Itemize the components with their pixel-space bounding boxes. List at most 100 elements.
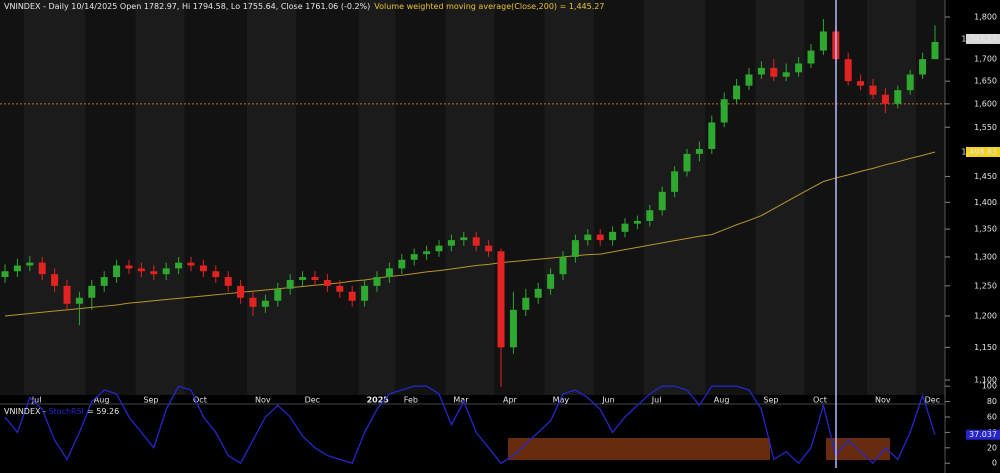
candle-body bbox=[584, 234, 592, 241]
candle-body bbox=[162, 268, 170, 275]
x-tick-label: Feb bbox=[404, 396, 418, 405]
candle-body bbox=[286, 279, 294, 289]
y-tick-label: 80 bbox=[987, 397, 997, 406]
indicator-header: VNINDEX - StochRSI = 59.26 bbox=[4, 407, 119, 416]
x-tick-label: Dec bbox=[925, 396, 940, 405]
candle-body bbox=[435, 245, 443, 252]
candle-body bbox=[807, 50, 815, 64]
candle-body bbox=[695, 148, 703, 154]
month-band bbox=[296, 0, 359, 395]
x-tick-label: Dec bbox=[305, 396, 320, 405]
y-tick-label: 60 bbox=[987, 412, 997, 421]
price-marker-label: 1,747.17 bbox=[961, 34, 997, 43]
price-header: VNINDEX - Daily 10/14/2025 Open 1782.97,… bbox=[4, 2, 370, 11]
month-band bbox=[358, 0, 396, 395]
candle-body bbox=[261, 300, 269, 307]
x-tick-label: Mar bbox=[453, 396, 469, 405]
y-tick-label: 1,450 bbox=[974, 172, 997, 181]
vwma-legend: Volume weighted moving average(Close,200… bbox=[374, 2, 604, 11]
candle-body bbox=[447, 240, 455, 246]
x-tick-label: 2025 bbox=[367, 396, 390, 405]
candle-body bbox=[906, 74, 914, 91]
candle-body bbox=[460, 237, 468, 241]
x-tick-label: Sep bbox=[763, 396, 778, 405]
x-tick-label: Oct bbox=[193, 396, 207, 405]
month-band bbox=[23, 0, 86, 395]
x-tick-label: Sep bbox=[143, 396, 158, 405]
month-band bbox=[866, 0, 917, 395]
candle-body bbox=[931, 42, 939, 60]
candle-body bbox=[13, 265, 21, 272]
candle-body bbox=[708, 122, 716, 149]
y-tick-label: 100 bbox=[982, 382, 997, 391]
candle-body bbox=[75, 297, 83, 304]
candle-body bbox=[212, 271, 220, 278]
month-band bbox=[594, 0, 644, 395]
candle-body bbox=[733, 85, 741, 100]
candle-body bbox=[88, 285, 96, 298]
candle-body bbox=[38, 262, 46, 275]
y-tick-label: 1,250 bbox=[974, 281, 997, 290]
candle-body bbox=[671, 171, 679, 192]
x-tick-label: Apr bbox=[503, 396, 518, 405]
candle-body bbox=[299, 277, 307, 280]
candle-body bbox=[869, 85, 877, 95]
plot: Jul Aug Sep Oct Nov Dec 2025 Feb Mar Apr May Jun Jul… bbox=[0, 13, 1000, 468]
price-marker bbox=[966, 147, 1000, 158]
candle-body bbox=[249, 297, 257, 307]
indicator-name: StochRSI bbox=[48, 407, 84, 416]
candle-body bbox=[795, 63, 803, 73]
candle-body bbox=[745, 74, 753, 86]
candle-body bbox=[819, 31, 827, 51]
candle-body bbox=[509, 309, 517, 348]
month-band bbox=[135, 0, 185, 395]
candle-body bbox=[1, 271, 9, 278]
candle-body bbox=[385, 268, 393, 278]
candle-body bbox=[646, 210, 654, 221]
candle-body bbox=[881, 94, 889, 104]
candle-body bbox=[63, 285, 71, 304]
x-tick-label: Jul bbox=[31, 396, 42, 405]
month-band bbox=[643, 0, 706, 395]
candle-body bbox=[423, 251, 431, 255]
indicator-marker-label: 37.037 bbox=[969, 430, 997, 439]
candle-body bbox=[100, 277, 108, 286]
y-tick-label: 1,550 bbox=[974, 123, 997, 132]
x-tick-label: Nov bbox=[255, 396, 271, 405]
candle-body bbox=[857, 81, 865, 86]
price-marker bbox=[966, 33, 1000, 44]
y-tick-label: 1,650 bbox=[974, 77, 997, 86]
candle-body bbox=[844, 59, 852, 82]
month-band bbox=[85, 0, 136, 395]
header: VNINDEX - Daily 10/14/2025 Open 1782.97,… bbox=[4, 2, 604, 11]
indicator-line bbox=[4, 385, 936, 465]
candle-body bbox=[497, 251, 505, 348]
x-tick-label: Oct bbox=[813, 396, 827, 405]
candle-body bbox=[311, 277, 319, 280]
month-bands bbox=[0, 0, 945, 395]
y-tick-label: 1,100 bbox=[974, 376, 997, 385]
candle-body bbox=[274, 288, 282, 301]
candle-body bbox=[410, 254, 418, 260]
candle-body bbox=[559, 256, 567, 275]
indicator-marker bbox=[966, 429, 1000, 440]
candle-body bbox=[361, 285, 369, 301]
price-marker-label: 1,498.83 bbox=[961, 148, 997, 157]
month-band bbox=[445, 0, 495, 395]
y-tick-label: 1,300 bbox=[974, 252, 997, 261]
candle-body bbox=[125, 265, 133, 269]
x-tick-label: Jul bbox=[651, 396, 662, 405]
candle-body bbox=[782, 72, 790, 77]
candle-body bbox=[683, 153, 691, 172]
candle-body bbox=[770, 67, 778, 77]
candle-body bbox=[534, 288, 542, 298]
y-tick-label: 0 bbox=[992, 459, 997, 468]
candle-body bbox=[757, 67, 765, 75]
candle-body bbox=[187, 262, 195, 266]
candle-body bbox=[113, 265, 121, 278]
candle-body bbox=[919, 59, 927, 75]
candle-body bbox=[720, 99, 728, 123]
y-tick-label: 1,800 bbox=[974, 13, 997, 22]
indicator-value: = 59.26 bbox=[87, 407, 119, 416]
candle-body bbox=[472, 237, 480, 246]
